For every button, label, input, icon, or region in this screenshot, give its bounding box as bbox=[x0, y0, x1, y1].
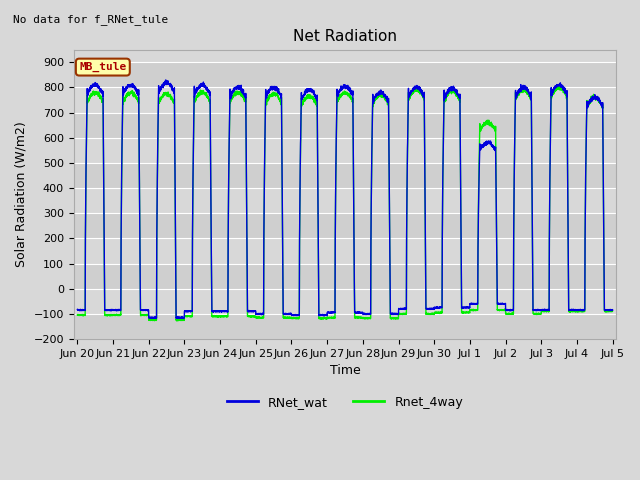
Bar bbox=[74, 213, 616, 239]
X-axis label: Time: Time bbox=[330, 364, 360, 377]
Legend: RNet_wat, Rnet_4way: RNet_wat, Rnet_4way bbox=[222, 391, 468, 414]
Text: MB_tule: MB_tule bbox=[79, 62, 127, 72]
Y-axis label: Solar Radiation (W/m2): Solar Radiation (W/m2) bbox=[15, 121, 28, 267]
Bar bbox=[74, 314, 616, 339]
Bar bbox=[74, 264, 616, 288]
Text: No data for f_RNet_tule: No data for f_RNet_tule bbox=[13, 14, 168, 25]
Bar bbox=[74, 113, 616, 138]
Bar bbox=[74, 163, 616, 188]
Title: Net Radiation: Net Radiation bbox=[293, 29, 397, 44]
Bar bbox=[74, 62, 616, 87]
